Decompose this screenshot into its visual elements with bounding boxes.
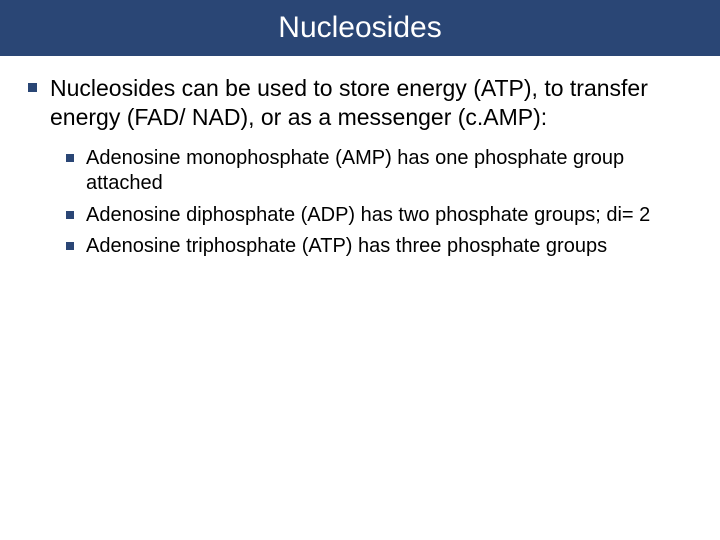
- sub-bullet-text: Adenosine monophosphate (AMP) has one ph…: [86, 146, 692, 197]
- square-bullet-icon: [66, 211, 74, 219]
- square-bullet-icon: [28, 83, 37, 92]
- sub-bullet-item: Adenosine triphosphate (ATP) has three p…: [66, 234, 692, 260]
- slide-content: Nucleosides can be used to store energy …: [0, 56, 720, 260]
- title-bar: Nucleosides: [0, 0, 720, 56]
- sub-bullet-item: Adenosine monophosphate (AMP) has one ph…: [66, 146, 692, 197]
- sub-bullet-list: Adenosine monophosphate (AMP) has one ph…: [28, 146, 692, 260]
- square-bullet-icon: [66, 242, 74, 250]
- slide-title: Nucleosides: [278, 11, 441, 45]
- bullet-text: Nucleosides can be used to store energy …: [50, 74, 692, 132]
- sub-bullet-text: Adenosine diphosphate (ADP) has two phos…: [86, 203, 650, 229]
- sub-bullet-text: Adenosine triphosphate (ATP) has three p…: [86, 234, 607, 260]
- square-bullet-icon: [66, 154, 74, 162]
- sub-bullet-item: Adenosine diphosphate (ADP) has two phos…: [66, 203, 692, 229]
- bullet-item: Nucleosides can be used to store energy …: [28, 74, 692, 132]
